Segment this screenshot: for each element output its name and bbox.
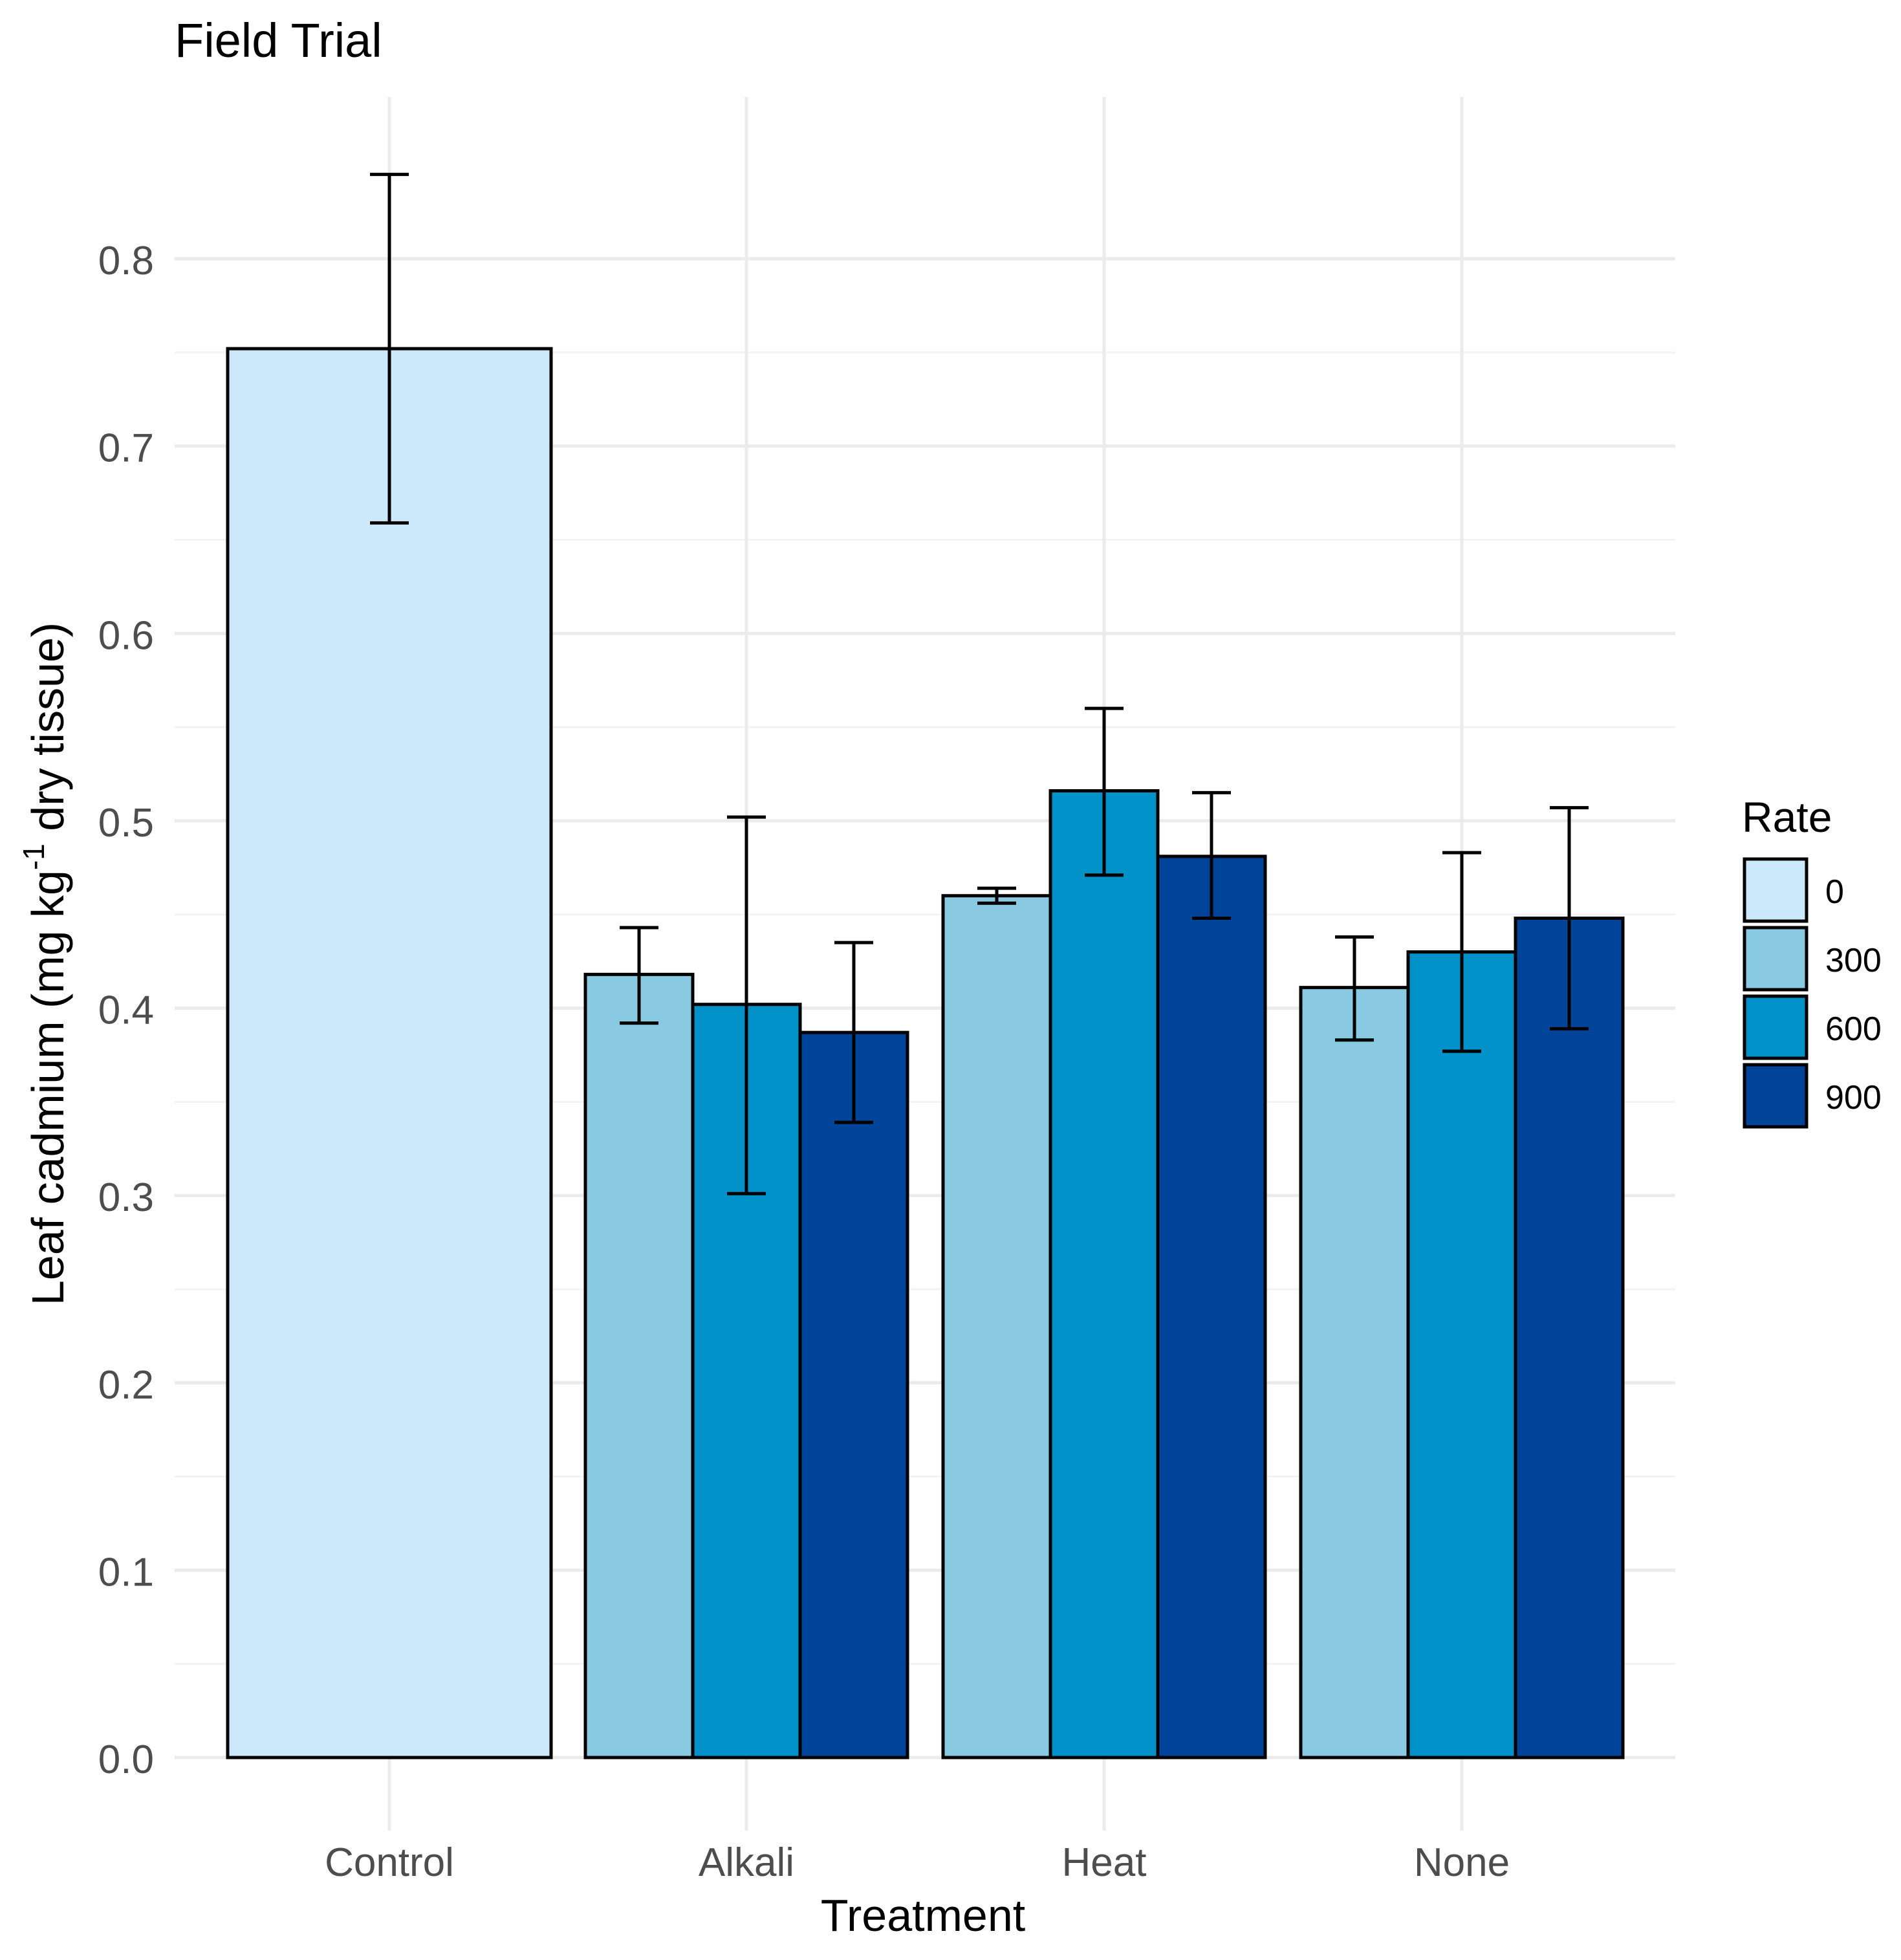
y-axis-label-prefix: Leaf cadmium (mg kg (23, 870, 73, 1305)
bar-none-300 (1299, 986, 1410, 1759)
y-tick-label: 0.7 (98, 426, 154, 471)
bar-heat-600 (1048, 789, 1160, 1759)
x-tick-labels: Control Alkali Heat None (325, 1840, 1510, 1885)
x-axis-label: Treatment (821, 1890, 1025, 1941)
bar-control-0 (226, 347, 553, 1759)
legend-swatch-0 (1743, 857, 1809, 923)
y-tick-label: 0.0 (98, 1737, 154, 1782)
bar-heat-900 (1156, 855, 1267, 1759)
legend-swatch-600 (1743, 994, 1809, 1060)
y-tick-label: 0.5 (98, 801, 154, 845)
legend-label-600: 600 (1825, 1010, 1882, 1048)
legend-label-300: 300 (1825, 942, 1882, 979)
legend-items: 0 300 600 900 (1743, 857, 1882, 1129)
y-tick-label: 0.6 (98, 613, 154, 658)
error-bars (370, 173, 1589, 1195)
y-tick-label: 0.8 (98, 239, 154, 283)
legend-swatch-900 (1743, 1063, 1809, 1129)
y-tick-label: 0.4 (98, 988, 154, 1033)
x-tick-label: Control (325, 1840, 454, 1885)
legend-label-0: 0 (1825, 873, 1844, 911)
bar-none-600 (1406, 950, 1517, 1759)
legend: Rate 0 300 600 900 (1742, 793, 1882, 1129)
y-axis-label-superscript: -1 (17, 844, 50, 870)
y-axis-label: Leaf cadmium (mg kg-1 dry tissue) (17, 622, 73, 1305)
x-tick-label: Heat (1062, 1840, 1147, 1885)
y-tick-label: 0.3 (98, 1175, 154, 1220)
legend-label-900: 900 (1825, 1079, 1882, 1116)
bar-alkali-900 (798, 1030, 909, 1759)
bars (226, 347, 1625, 1759)
chart-title: Field Trial (175, 14, 382, 67)
y-tick-labels: 0.0 0.1 0.2 0.3 0.4 0.5 0.6 0.7 0.8 (98, 239, 154, 1782)
bar-none-900 (1514, 916, 1625, 1759)
legend-swatch-300 (1743, 926, 1809, 992)
y-axis-label-suffix: dry tissue) (23, 622, 73, 844)
x-tick-label: Alkali (699, 1840, 794, 1885)
bar-heat-300 (941, 894, 1052, 1759)
bar-alkali-300 (583, 972, 695, 1759)
y-tick-label: 0.2 (98, 1363, 154, 1408)
x-tick-label: None (1414, 1840, 1510, 1885)
y-tick-label: 0.1 (98, 1550, 154, 1595)
legend-title: Rate (1742, 793, 1832, 841)
